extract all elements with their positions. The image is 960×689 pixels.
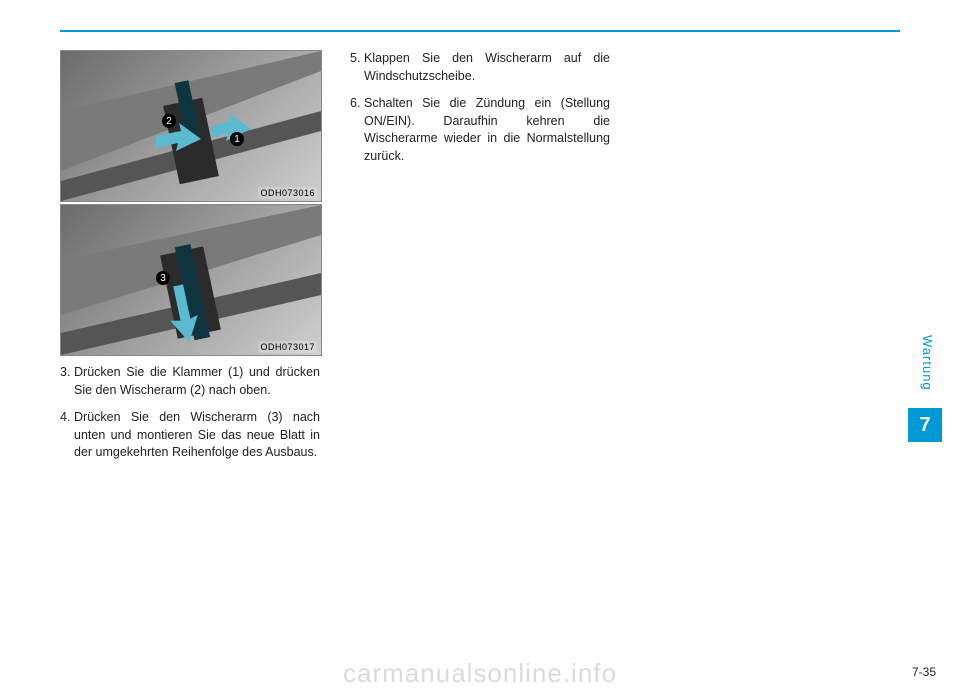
step-5: 5. Klappen Sie den Wischerarm auf die Wi…	[350, 50, 610, 85]
step-3-text: Drücken Sie die Klammer (1) und drücken …	[74, 364, 320, 399]
step-5-num: 5.	[350, 50, 364, 85]
step-4-num: 4.	[60, 409, 74, 462]
step-3-num: 3.	[60, 364, 74, 399]
marker-2: 2	[166, 116, 172, 127]
step-6-num: 6.	[350, 95, 364, 165]
step-6: 6. Schalten Sie die Zündung ein (Stellun…	[350, 95, 610, 165]
side-tab-label: Wartung	[920, 335, 935, 391]
figure-2-code: ODH073017	[258, 341, 317, 353]
figure-1: 1 2 ODH073016	[60, 50, 322, 202]
step-6-text: Schalten Sie die Zündung ein (Stellung O…	[364, 95, 610, 165]
side-chapter-block: 7	[908, 408, 942, 442]
column-2: 5. Klappen Sie den Wischerarm auf die Wi…	[350, 50, 610, 472]
marker-3: 3	[160, 273, 166, 284]
watermark: carmanualsonline.info	[0, 658, 960, 689]
step-4-text: Drücken Sie den Wischerarm (3) nach unte…	[74, 409, 320, 462]
content-columns: 1 2 ODH073016 3	[60, 50, 900, 472]
figure-2: 3 ODH073017	[60, 204, 322, 356]
column-1: 1 2 ODH073016 3	[60, 50, 320, 472]
figure-1-code: ODH073016	[258, 187, 317, 199]
header-rule	[60, 30, 900, 32]
marker-1: 1	[234, 134, 240, 145]
step-5-text: Klappen Sie den Wischerarm auf die Winds…	[364, 50, 610, 85]
step-4: 4. Drücken Sie den Wischerarm (3) nach u…	[60, 409, 320, 462]
step-3: 3. Drücken Sie die Klammer (1) und drück…	[60, 364, 320, 399]
